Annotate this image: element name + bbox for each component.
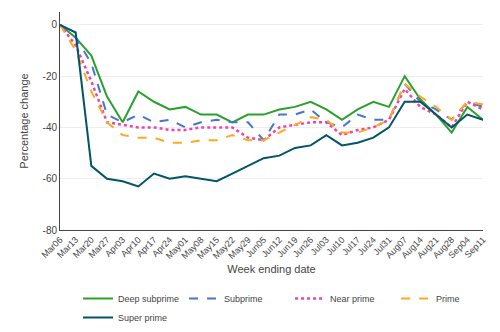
svg-text:Aug14: Aug14 <box>399 235 424 260</box>
svg-text:Jul10: Jul10 <box>324 235 346 257</box>
svg-text:Mar27: Mar27 <box>86 235 111 260</box>
svg-text:Subprime: Subprime <box>224 294 263 304</box>
svg-text:Mar06: Mar06 <box>39 235 64 260</box>
svg-text:-40: -40 <box>43 122 58 133</box>
svg-text:May15: May15 <box>195 235 221 261</box>
svg-text:Jul03: Jul03 <box>309 235 331 257</box>
svg-text:-20: -20 <box>43 71 58 82</box>
svg-text:Apr03: Apr03 <box>103 235 127 259</box>
svg-text:Jul24: Jul24 <box>356 235 378 257</box>
svg-text:Jun19: Jun19 <box>275 235 299 259</box>
svg-text:May22: May22 <box>211 235 237 261</box>
svg-text:Jun26: Jun26 <box>291 235 315 259</box>
svg-text:Week ending date: Week ending date <box>227 263 315 275</box>
svg-text:Mar13: Mar13 <box>55 235 80 260</box>
svg-text:Apr17: Apr17 <box>135 235 159 259</box>
svg-text:0: 0 <box>51 19 57 30</box>
svg-text:May08: May08 <box>179 235 205 261</box>
svg-text:Jun05: Jun05 <box>244 235 268 259</box>
svg-text:Jul17: Jul17 <box>340 235 362 257</box>
svg-text:Aug28: Aug28 <box>431 235 456 260</box>
svg-text:Jun12: Jun12 <box>260 235 284 259</box>
svg-text:Near prime: Near prime <box>330 294 375 304</box>
svg-text:Aug07: Aug07 <box>384 235 409 260</box>
svg-text:May01: May01 <box>164 235 190 261</box>
svg-text:Mar20: Mar20 <box>71 235 96 260</box>
svg-text:Sep04: Sep04 <box>446 235 471 260</box>
svg-text:May29: May29 <box>226 235 252 261</box>
svg-text:Sep11: Sep11 <box>463 235 488 260</box>
svg-text:Super prime: Super prime <box>118 313 167 323</box>
svg-text:Jul31: Jul31 <box>371 235 393 257</box>
svg-text:-80: -80 <box>43 225 58 236</box>
svg-text:Deep subprime: Deep subprime <box>118 294 179 304</box>
svg-text:-60: -60 <box>43 173 58 184</box>
svg-text:Percentage change: Percentage change <box>18 73 30 168</box>
svg-text:Prime: Prime <box>436 294 460 304</box>
svg-text:Aug21: Aug21 <box>415 235 440 260</box>
svg-text:Apr24: Apr24 <box>150 235 174 259</box>
svg-text:Apr10: Apr10 <box>119 235 143 259</box>
